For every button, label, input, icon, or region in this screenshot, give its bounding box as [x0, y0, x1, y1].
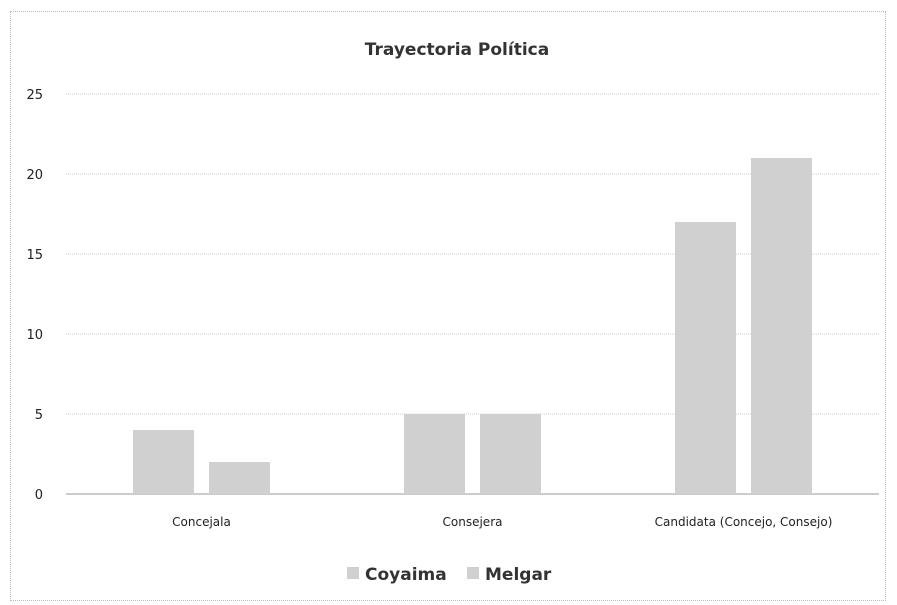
legend-swatch	[467, 567, 479, 579]
y-tick-label: 0	[35, 488, 43, 503]
y-axis: 0 5 10 15 20 25	[26, 88, 43, 503]
x-tick-label: Candidata (Concejo, Consejo)	[655, 515, 833, 529]
bar-melgar-2	[480, 414, 541, 494]
bar-melgar-1	[209, 462, 270, 494]
x-tick-label: Concejala	[172, 515, 231, 529]
gridlines	[66, 93, 879, 495]
bar-coyaima-2	[404, 414, 465, 494]
y-tick-label: 10	[26, 328, 43, 343]
bar-coyaima-3	[675, 222, 736, 494]
legend-label: Melgar	[485, 565, 552, 585]
legend-label: Coyaima	[365, 565, 447, 585]
legend: Coyaima Melgar	[347, 565, 552, 585]
bar-coyaima-1	[133, 430, 194, 494]
chart-frame	[10, 11, 886, 601]
chart-title: Trayectoria Política	[365, 40, 549, 60]
y-tick-label: 5	[35, 408, 43, 423]
y-tick-label: 15	[26, 248, 43, 263]
x-tick-label: Consejera	[443, 515, 503, 529]
y-tick-label: 20	[26, 168, 43, 183]
y-tick-label: 25	[26, 88, 43, 103]
x-axis: Concejala Consejera Candidata (Concejo, Co…	[172, 515, 832, 529]
bars	[133, 158, 812, 494]
bar-melgar-3	[751, 158, 812, 494]
legend-swatch	[347, 567, 359, 579]
